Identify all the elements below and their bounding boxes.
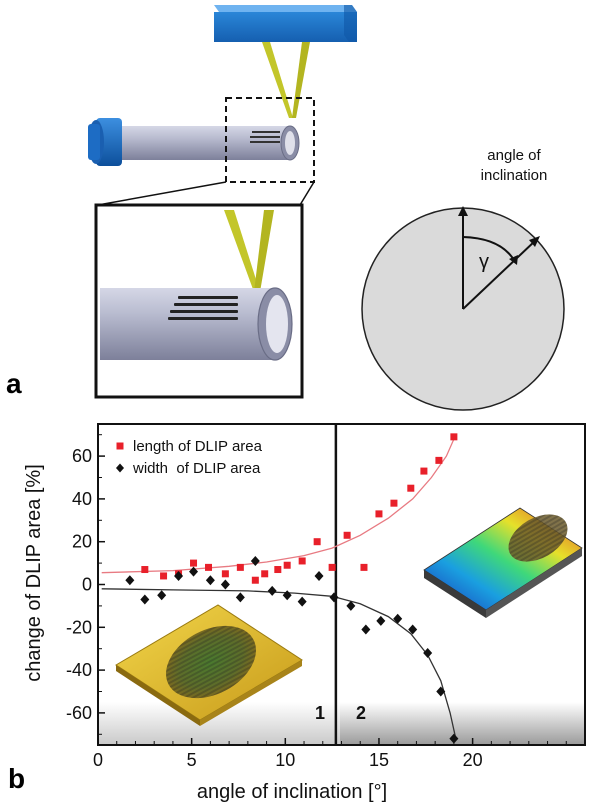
inclination-diagram: γ angle of inclination: [361, 147, 565, 411]
x-tick-label: 0: [93, 750, 103, 770]
fit-curve-width: [101, 588, 457, 739]
fit-curve-length: [101, 434, 457, 574]
x-tick-label: 20: [463, 750, 483, 770]
length-data-point: [390, 499, 398, 507]
width-data-point: [408, 624, 418, 635]
panel-a-label: a: [6, 368, 22, 399]
width-data-point: [220, 579, 230, 590]
laser-beam-illustration: [262, 42, 310, 118]
width-data-point: [423, 647, 433, 658]
length-data-point: [160, 572, 168, 580]
length-data-point: [450, 433, 458, 441]
panel-a: a γ angle of inclination: [6, 5, 565, 411]
y-tick-label: 60: [72, 446, 92, 466]
y-tick-label: -60: [66, 703, 92, 723]
width-data-point: [205, 575, 215, 586]
width-data-point: [297, 596, 307, 607]
length-data-point: [283, 561, 291, 569]
y-axis-label: change of DLIP area [%]: [23, 464, 45, 682]
tube-illustration: [88, 118, 300, 166]
surface-image-region-2: [423, 507, 583, 618]
width-data-point: [140, 594, 150, 605]
y-tick-label: -20: [66, 617, 92, 637]
length-data-point: [190, 559, 198, 567]
zoom-region-box: [225, 97, 315, 183]
region-2-label: 2: [356, 703, 366, 723]
width-data-point: [267, 585, 277, 596]
width-data-point: [449, 733, 459, 744]
length-data-point: [261, 570, 269, 578]
y-tick-label: 40: [72, 489, 92, 509]
legend-label-length: length of DLIP area: [133, 438, 263, 455]
length-data-point: [435, 456, 443, 464]
length-data-point: [420, 467, 428, 475]
angle-label-line1: angle of: [487, 147, 541, 164]
length-data-point: [251, 576, 259, 584]
zoom-inset: [94, 203, 304, 399]
x-tick-label: 5: [187, 750, 197, 770]
x-tick-label: 15: [369, 750, 389, 770]
legend-marker-length: [116, 442, 124, 450]
length-data-point: [205, 563, 213, 571]
width-data-point: [346, 600, 356, 611]
region-1-label: 1: [315, 703, 325, 723]
angle-label-line2: inclination: [481, 167, 548, 184]
width-data-point: [282, 590, 292, 601]
x-axis-label: angle of inclination [°]: [197, 781, 387, 803]
width-data-point: [436, 686, 446, 697]
width-data-point: [174, 570, 184, 581]
laser-head-illustration: [214, 5, 357, 42]
length-data-point: [313, 538, 321, 546]
length-data-point: [375, 510, 383, 518]
width-data-point: [314, 570, 324, 581]
length-data-point: [141, 566, 149, 574]
region-2-floor: [340, 702, 585, 745]
length-data-point: [360, 563, 368, 571]
width-data-point: [376, 615, 386, 626]
panel-b: 0 5 10 15 20 60 40 20 0 -20 -40 -60 length of DLIP a…: [8, 423, 586, 803]
width-data-point: [189, 566, 199, 577]
length-data-point: [221, 570, 229, 578]
surface-image-region-1: [115, 604, 303, 726]
gamma-symbol: γ: [479, 251, 489, 273]
width-data-point: [393, 613, 403, 624]
legend-label-width: width of DLIP area: [132, 460, 261, 477]
width-data-point: [235, 592, 245, 603]
legend-marker-width: [116, 463, 124, 473]
panel-b-label: b: [8, 763, 25, 794]
length-data-point: [236, 563, 244, 571]
width-data-point: [125, 575, 135, 586]
y-tick-label: 20: [72, 532, 92, 552]
width-data-point: [250, 555, 260, 566]
width-data-point: [361, 624, 371, 635]
length-data-point: [407, 484, 415, 492]
width-data-point: [329, 592, 339, 603]
length-data-point: [343, 531, 351, 539]
y-tick-label: 0: [82, 575, 92, 595]
length-data-point: [298, 557, 306, 565]
width-data-point: [157, 590, 167, 601]
y-tick-label: -40: [66, 660, 92, 680]
length-data-point: [274, 566, 282, 574]
length-data-point: [328, 563, 336, 571]
x-tick-label: 10: [275, 750, 295, 770]
